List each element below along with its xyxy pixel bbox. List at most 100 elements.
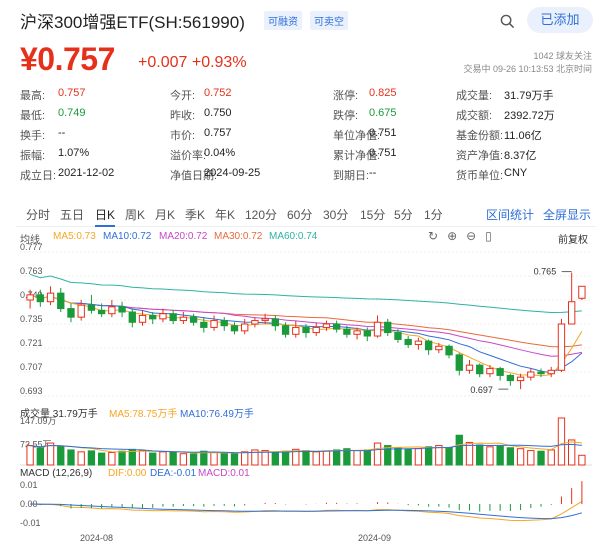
- volume-bar: [261, 450, 269, 466]
- tab-4[interactable]: 月K: [155, 208, 176, 222]
- volume-bar: [200, 450, 208, 466]
- candle-body: [230, 325, 239, 332]
- tab-2[interactable]: 日K: [95, 206, 116, 227]
- price-axis-label: 0.707: [20, 362, 43, 372]
- volume-bar: [210, 451, 218, 466]
- zoom-out-icon[interactable]: ⊖: [466, 229, 486, 243]
- tab-8[interactable]: 60分: [287, 208, 313, 222]
- fullscreen-button[interactable]: 全屏显示: [543, 208, 592, 222]
- tab-9[interactable]: 30分: [323, 208, 349, 222]
- volume-bar: [36, 447, 44, 466]
- stat-label: 成交额:: [456, 110, 493, 122]
- volume-bar: [108, 451, 116, 466]
- volume-bar: [465, 441, 474, 466]
- candle-body: [57, 292, 65, 310]
- candle-body: [373, 321, 382, 337]
- tab-1[interactable]: 五日: [60, 208, 85, 222]
- volume-bar: [506, 447, 515, 466]
- stat-value: 11.06亿: [504, 130, 542, 142]
- stat-value: 0.752: [204, 87, 232, 99]
- quote-meta: 1042 球友关注 交易中 09-26 10:13:53 北京时间: [463, 50, 592, 76]
- tab-0[interactable]: 分时: [26, 208, 51, 222]
- volume-bar: [77, 451, 85, 466]
- short-tag[interactable]: 可卖空: [310, 11, 348, 30]
- stat-label: 成立日:: [20, 170, 57, 182]
- volume-label: 成交量 31.79万手: [20, 409, 98, 420]
- dif-value: DIF:0.00: [108, 468, 147, 479]
- macd-axis-label: -0.01: [20, 518, 41, 528]
- price-axis-label: 0.693: [20, 386, 43, 396]
- volume-axis-label: 147.09万: [20, 416, 57, 426]
- ma30-value: MA30:0.72: [214, 231, 263, 242]
- stat-label: 换手:: [20, 130, 46, 142]
- volume-bar: [424, 446, 433, 466]
- tab-11[interactable]: 5分: [394, 208, 413, 222]
- volume-bar: [568, 439, 576, 466]
- volume-bar: [332, 449, 341, 466]
- candle-body: [384, 321, 392, 334]
- stat-label: 最低:: [20, 110, 46, 122]
- candle-body: [261, 318, 269, 322]
- candle-body: [435, 345, 443, 351]
- zoom-in-icon[interactable]: ⊕: [447, 229, 467, 243]
- candle-body: [46, 292, 55, 303]
- candle-body: [210, 320, 218, 328]
- stat-label: 成交量:: [456, 90, 493, 102]
- period-tabs: [16, 205, 596, 227]
- ma20-value: MA20:0.72: [159, 231, 208, 242]
- candle-body: [343, 328, 351, 335]
- volume-bar: [138, 450, 147, 466]
- volume-bar: [404, 448, 412, 466]
- candle-body: [476, 364, 484, 375]
- volume-bar: [435, 445, 443, 466]
- volume-bar: [281, 450, 290, 466]
- volume-bar: [322, 450, 331, 466]
- restore-right-toggle[interactable]: 前复权: [558, 235, 588, 246]
- volume-bar: [67, 449, 75, 466]
- tab-5[interactable]: 季K: [185, 208, 206, 222]
- add-watchlist-button[interactable]: 已添加: [527, 7, 593, 33]
- search-icon[interactable]: [500, 14, 515, 29]
- tab-10[interactable]: 15分: [360, 208, 386, 222]
- candle-body: [312, 326, 320, 334]
- volume-bar: [578, 454, 586, 466]
- tab-3[interactable]: 周K: [125, 208, 146, 222]
- stat-value: 31.79万手: [504, 90, 554, 102]
- candle-body: [159, 313, 167, 320]
- volume-bar: [414, 448, 423, 466]
- range-stats-button[interactable]: 区间统计: [486, 208, 535, 222]
- candle-body: [108, 306, 116, 315]
- volume-bar: [394, 447, 402, 466]
- stat-value: 0.750: [204, 107, 232, 119]
- volume-bar: [516, 448, 525, 466]
- vol-ma10-line: [30, 443, 582, 454]
- margin-tag[interactable]: 可融资: [264, 11, 302, 30]
- macd-value: MACD:0.01: [198, 468, 250, 479]
- stat-label: 基金份额:: [456, 130, 504, 142]
- volume-bar: [547, 449, 555, 466]
- volume-bar: [159, 451, 167, 466]
- stat-value: --: [369, 167, 377, 179]
- volume-bar: [230, 453, 239, 466]
- ma60-line: [29, 273, 582, 314]
- tab-6[interactable]: 年K: [215, 208, 236, 222]
- reset-icon[interactable]: ↻: [428, 229, 448, 243]
- price-change: +0.007 +0.93%: [138, 54, 247, 72]
- low-label: 0.697: [470, 385, 493, 395]
- follower-count: 1042 球友关注: [533, 51, 592, 61]
- tab-12[interactable]: 1分: [424, 208, 443, 222]
- volume-bar: [241, 451, 249, 466]
- price-axis-label: 0.735: [20, 314, 43, 324]
- candle-body: [424, 340, 433, 351]
- candle-body: [118, 306, 126, 313]
- candle-body: [251, 320, 259, 325]
- volume-bar: [353, 450, 361, 466]
- candle-toggle-icon[interactable]: ▯: [485, 229, 501, 243]
- candle-body: [537, 371, 545, 375]
- candle-body: [568, 301, 576, 325]
- candle-body: [36, 294, 44, 303]
- candle-body: [271, 318, 280, 327]
- candle-body: [138, 314, 147, 323]
- tab-7[interactable]: 120分: [245, 208, 278, 222]
